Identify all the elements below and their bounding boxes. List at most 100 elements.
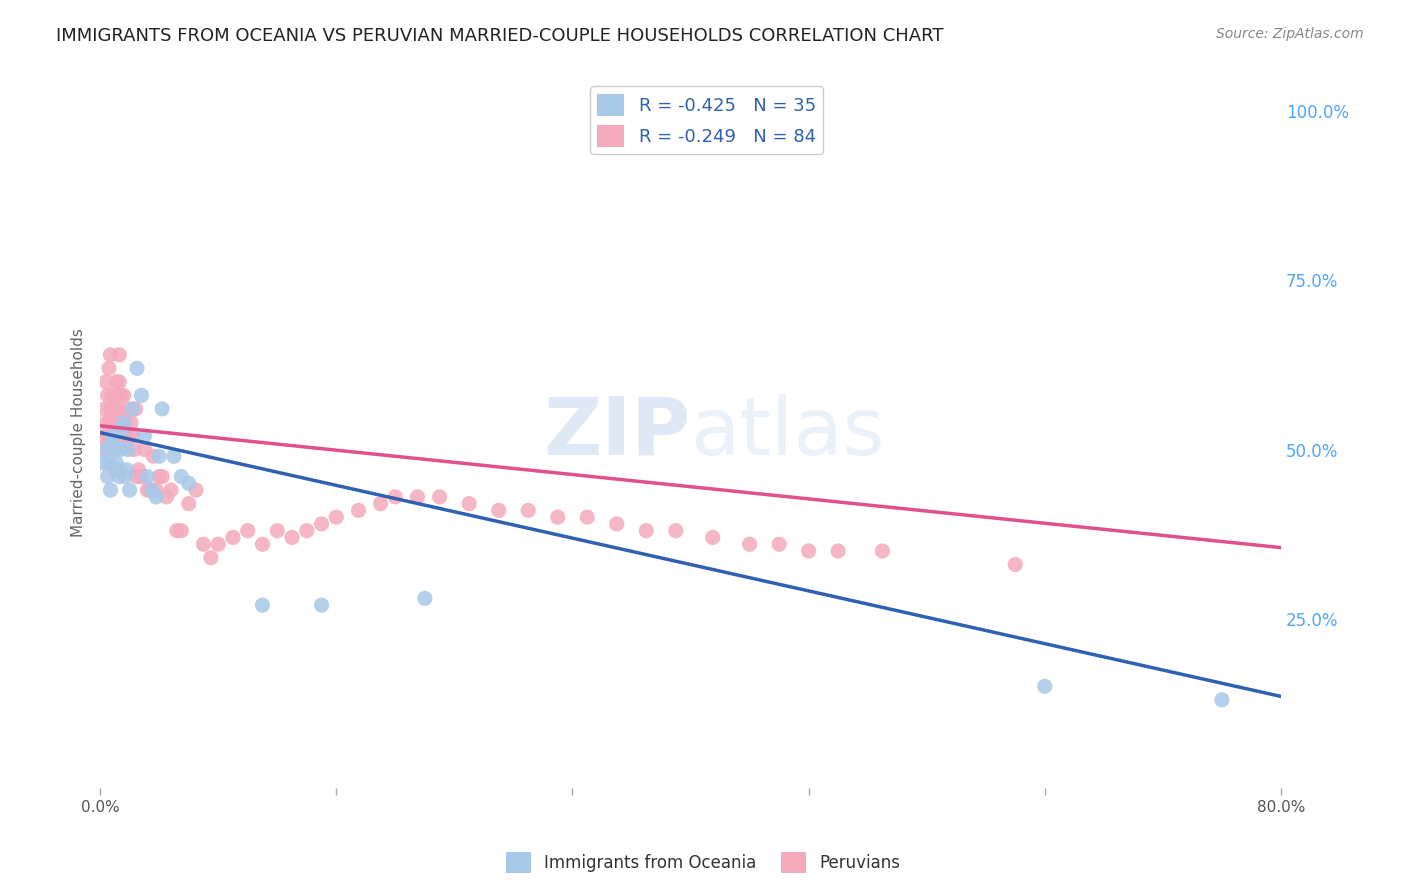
Point (96, 469, 118, 483)
Point (1211, 693, 1233, 707)
Point (768, 537, 790, 551)
Point (665, 524, 688, 538)
Point (120, 416, 142, 430)
Point (139, 483, 162, 497)
Point (98, 416, 121, 430)
Point (103, 416, 125, 430)
Point (252, 598, 274, 612)
Point (384, 490, 406, 504)
Point (145, 483, 167, 497)
Text: Source: ZipAtlas.com: Source: ZipAtlas.com (1216, 27, 1364, 41)
Point (121, 429, 143, 443)
Point (117, 401, 139, 416)
Point (134, 442, 156, 457)
Point (827, 544, 849, 558)
Point (96, 429, 118, 443)
Point (112, 416, 135, 430)
Point (458, 497, 481, 511)
Point (103, 429, 125, 443)
Point (134, 429, 156, 443)
Point (108, 469, 131, 483)
Point (107, 401, 129, 416)
Point (101, 401, 124, 416)
Point (236, 524, 259, 538)
Point (115, 463, 138, 477)
Point (547, 510, 569, 524)
Point (325, 510, 347, 524)
Point (94, 442, 117, 457)
Point (98, 456, 121, 470)
Point (110, 388, 132, 402)
Point (488, 503, 510, 517)
Point (125, 361, 148, 376)
Point (105, 375, 128, 389)
Point (148, 450, 170, 464)
Point (117, 442, 139, 457)
Point (160, 483, 183, 497)
Point (107, 463, 129, 477)
Text: atlas: atlas (690, 393, 884, 472)
Point (90, 429, 112, 443)
Point (429, 490, 451, 504)
Point (155, 490, 177, 504)
Point (94, 375, 117, 389)
Point (136, 483, 159, 497)
Point (112, 416, 135, 430)
Point (105, 416, 128, 430)
Point (111, 422, 134, 436)
Point (150, 469, 173, 483)
Point (170, 524, 193, 538)
Point (184, 483, 207, 497)
Point (150, 401, 173, 416)
Point (163, 450, 186, 464)
Point (96, 388, 118, 402)
Point (105, 456, 128, 470)
Point (170, 469, 193, 483)
Point (136, 469, 159, 483)
Point (252, 537, 274, 551)
Point (108, 348, 131, 362)
Point (122, 442, 145, 457)
Point (101, 435, 124, 450)
Text: IMMIGRANTS FROM OCEANIA VS PERUVIAN MARRIED-COUPLE HOUSEHOLDS CORRELATION CHART: IMMIGRANTS FROM OCEANIA VS PERUVIAN MARR… (56, 27, 943, 45)
Point (100, 348, 122, 362)
Point (797, 544, 820, 558)
Point (222, 531, 245, 545)
Point (91, 456, 114, 470)
Point (207, 537, 229, 551)
Point (100, 483, 122, 497)
Point (104, 442, 127, 457)
Point (100, 401, 122, 416)
Point (110, 442, 132, 457)
Point (281, 531, 304, 545)
Point (738, 537, 761, 551)
Point (124, 401, 146, 416)
Point (177, 497, 200, 511)
Point (107, 388, 129, 402)
Point (517, 503, 540, 517)
Point (94, 416, 117, 430)
Point (114, 416, 136, 430)
Point (295, 524, 318, 538)
Point (406, 490, 429, 504)
Point (118, 429, 141, 443)
Point (370, 497, 392, 511)
Point (1033, 679, 1056, 693)
Point (872, 544, 894, 558)
Point (128, 463, 150, 477)
Point (118, 483, 141, 497)
Point (413, 591, 436, 606)
Point (93, 401, 115, 416)
Point (101, 388, 124, 402)
Y-axis label: Married-couple Households: Married-couple Households (72, 328, 86, 537)
Text: ZIP: ZIP (543, 393, 690, 472)
Point (111, 409, 134, 423)
Point (145, 490, 167, 504)
Point (112, 388, 135, 402)
Point (193, 537, 215, 551)
Point (131, 388, 153, 402)
Point (311, 516, 333, 531)
Legend: Immigrants from Oceania, Peruvians: Immigrants from Oceania, Peruvians (499, 846, 907, 880)
Point (636, 524, 658, 538)
Point (115, 429, 138, 443)
